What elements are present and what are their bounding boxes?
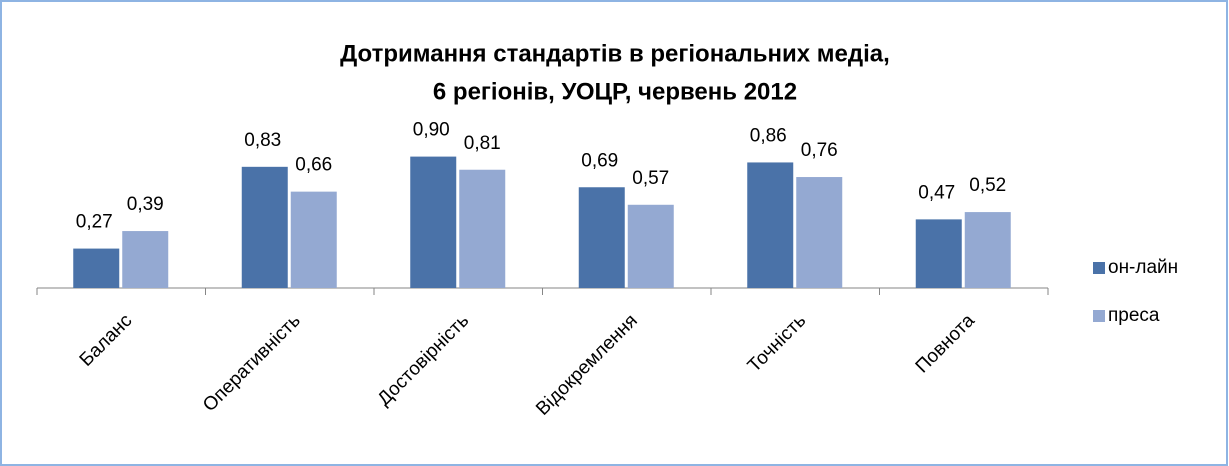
bar xyxy=(796,177,843,288)
data-label: 0,83 xyxy=(244,130,281,151)
data-label: 0,57 xyxy=(632,168,669,189)
data-label: 0,69 xyxy=(581,150,618,171)
chart-title: 6 регіонів, УОЦР, червень 2012 xyxy=(433,78,797,105)
bar xyxy=(964,212,1011,288)
legend-label: он-лайн xyxy=(1108,257,1178,278)
data-label: 0,27 xyxy=(76,212,113,233)
data-label: 0,86 xyxy=(750,125,787,146)
bar xyxy=(459,169,506,288)
bar xyxy=(122,231,169,288)
data-label: 0,90 xyxy=(413,120,450,141)
data-label: 0,52 xyxy=(969,175,1006,196)
legend-swatch xyxy=(1093,262,1105,274)
data-label: 0,39 xyxy=(127,194,164,215)
bar xyxy=(241,166,288,288)
bar xyxy=(915,219,962,288)
bar xyxy=(747,162,794,288)
bar xyxy=(627,204,674,288)
legend-swatch xyxy=(1093,310,1105,322)
bar xyxy=(73,248,120,288)
data-label: 0,76 xyxy=(801,140,838,161)
bar xyxy=(410,156,457,288)
legend-label: преса xyxy=(1108,305,1160,326)
data-label: 0,47 xyxy=(918,182,955,203)
chart-title: Дотримання стандартів в регіональних мед… xyxy=(340,40,890,67)
bar xyxy=(290,191,337,288)
bar xyxy=(578,187,625,288)
data-label: 0,66 xyxy=(295,155,332,176)
data-label: 0,81 xyxy=(464,133,501,154)
